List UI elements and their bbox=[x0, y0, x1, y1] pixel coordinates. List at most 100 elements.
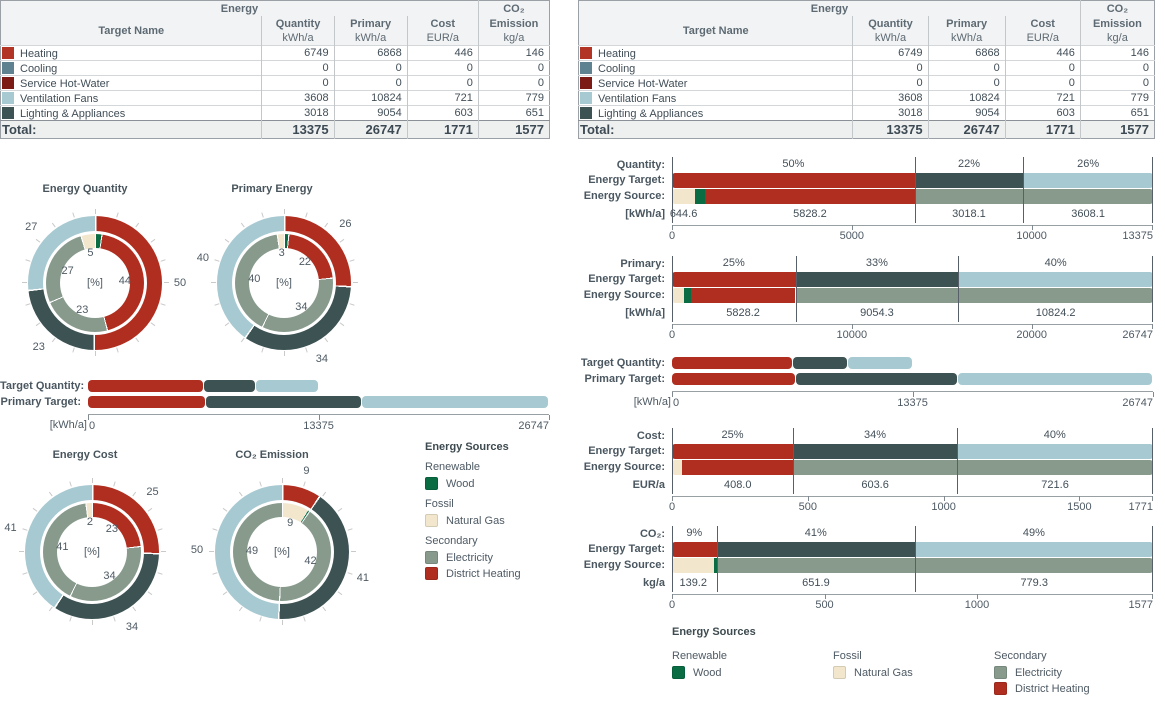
emission-value: 0 bbox=[1079, 75, 1155, 91]
bar-row-label: Primary Target: bbox=[584, 373, 666, 385]
segment-divider-line bbox=[1152, 157, 1153, 223]
table-header-row: Energy CO₂ bbox=[0, 0, 550, 16]
group-row-label: [kWh/a] bbox=[625, 208, 665, 220]
bar-segment bbox=[958, 373, 1152, 385]
energy-sources-legend: Energy Sources Renewable Wood Fossil Nat… bbox=[425, 441, 565, 583]
bar-axis-line bbox=[672, 594, 1153, 595]
percent-label: 34% bbox=[864, 429, 887, 441]
segment-divider-line bbox=[1152, 428, 1153, 494]
donut-tick bbox=[214, 259, 220, 262]
bar-axis-line bbox=[672, 225, 1153, 226]
quantity-unit: kWh/a bbox=[852, 31, 929, 46]
percent-label: 50% bbox=[782, 158, 805, 170]
percent-label: 9% bbox=[686, 527, 703, 539]
segment-divider-line bbox=[1152, 526, 1153, 592]
axis-tick-label: 0 bbox=[668, 230, 676, 242]
target-name: Heating bbox=[20, 47, 58, 60]
donut-tick bbox=[240, 337, 245, 343]
bar-segment bbox=[672, 373, 795, 385]
primary-value: 0 bbox=[927, 75, 1006, 91]
axis-tick bbox=[943, 496, 945, 501]
table-header-row: Target Name Quantity Primary Cost Emissi… bbox=[578, 16, 1155, 46]
primary-unit: kWh/a bbox=[333, 31, 408, 46]
donut-tick bbox=[238, 606, 243, 612]
emission-value: 779 bbox=[477, 90, 550, 106]
donut-tick bbox=[238, 491, 243, 497]
district-heating-color-chip bbox=[994, 682, 1007, 695]
donut-tick bbox=[25, 259, 31, 262]
group-plot: 25% 33% 40% 5828.2 9054.3 10824.2 0 10000 20000 2… bbox=[668, 256, 1153, 348]
axis-tick-label: 13375 bbox=[897, 397, 928, 409]
target-name: Cooling bbox=[598, 62, 636, 75]
donut-chart: [%] 25 34 41 23 34 41 2 bbox=[4, 478, 166, 633]
target-name-header: Target Name bbox=[578, 16, 853, 46]
donut-tick bbox=[284, 351, 285, 356]
percent-label: 40% bbox=[1044, 257, 1067, 269]
energy-sources-legend-bottom: Energy Sources Renewable Wood Fossil Nat… bbox=[672, 626, 1162, 698]
stacked-bar-pair: Target Quantity: Primary Target: [kWh/a] 0 1… bbox=[0, 375, 550, 435]
legend-item-label: Natural Gas bbox=[854, 666, 913, 679]
segment-divider-line bbox=[915, 526, 917, 592]
legend-item-label: Wood bbox=[693, 666, 722, 679]
legend-group-label: Renewable bbox=[672, 650, 728, 662]
legend-item-label: District Heating bbox=[1015, 682, 1090, 695]
donut-hole: [%] bbox=[57, 517, 127, 587]
quantity-value: 0 bbox=[261, 60, 335, 76]
quantity-value: 0 bbox=[261, 75, 335, 91]
electricity-color-chip bbox=[425, 551, 438, 564]
target-bar-segment bbox=[795, 272, 959, 287]
source-bar-segment bbox=[672, 288, 684, 303]
donut-tick bbox=[303, 616, 306, 622]
group-row-label: Energy Target: bbox=[588, 174, 665, 186]
donut-value-label: 41 bbox=[56, 541, 69, 554]
target-bar-segment bbox=[716, 542, 916, 557]
table-total-row: Total: 13375 26747 1771 1577 bbox=[0, 120, 550, 139]
bar-segment bbox=[88, 380, 204, 392]
legend-item-wood: Wood bbox=[672, 666, 833, 679]
primary-value: 9054 bbox=[333, 105, 408, 121]
table-row-heating: Heating 6749 6868 446 146 bbox=[578, 45, 1155, 61]
donut-tick bbox=[32, 507, 38, 512]
emission-value: 0 bbox=[477, 75, 550, 91]
primary-value: 0 bbox=[927, 60, 1006, 76]
donut-tick bbox=[160, 303, 166, 306]
axis-tick-label: 0 bbox=[89, 420, 96, 432]
segment-divider-line bbox=[795, 256, 797, 322]
donut-tick bbox=[211, 282, 216, 283]
donut-center-label: [%] bbox=[274, 546, 290, 558]
emission-unit: kg/a bbox=[1079, 31, 1155, 46]
primary-value: 6868 bbox=[333, 45, 408, 61]
primary-value: 9054 bbox=[927, 105, 1006, 121]
quantity-value: 3608 bbox=[852, 90, 929, 106]
hot-water-color-swatch bbox=[2, 76, 14, 89]
table-row-hot-water: Service Hot-Water 0 0 0 0 bbox=[578, 75, 1155, 91]
donut-tick bbox=[116, 347, 119, 353]
total-quantity: 13375 bbox=[852, 120, 929, 139]
total-emission: 1577 bbox=[1079, 120, 1155, 139]
donut-value-label: 23 bbox=[105, 523, 118, 536]
source-value-label: 5828.2 bbox=[793, 208, 827, 220]
target-name-header: Target Name bbox=[0, 16, 262, 46]
donut-tick bbox=[259, 481, 262, 487]
axis-tick-label: 0 bbox=[668, 329, 676, 341]
cost-value: 0 bbox=[406, 60, 479, 76]
axis-tick-label: 20000 bbox=[1016, 329, 1047, 341]
axis-tick bbox=[1031, 225, 1033, 230]
donut-value-label: 42 bbox=[304, 555, 317, 568]
axis-tick bbox=[1152, 594, 1153, 599]
percent-label: 41% bbox=[804, 527, 827, 539]
group-row-label: Energy Target: bbox=[588, 445, 665, 457]
source-value-label: 651.9 bbox=[802, 577, 830, 589]
segment-divider-line bbox=[672, 428, 673, 494]
cost-value: 721 bbox=[1004, 90, 1081, 106]
donut-tick bbox=[25, 303, 31, 306]
donut-hole: [%] bbox=[247, 517, 317, 587]
source-bar-segment bbox=[672, 189, 696, 204]
group-row-label: Primary: bbox=[620, 258, 665, 270]
segment-divider-line bbox=[672, 526, 673, 592]
donut-tick bbox=[113, 616, 116, 622]
donut-value-label: 2 bbox=[86, 516, 93, 529]
axis-tick bbox=[88, 415, 89, 420]
axis-tick bbox=[672, 225, 673, 230]
donut-value-label: 50 bbox=[173, 277, 187, 289]
